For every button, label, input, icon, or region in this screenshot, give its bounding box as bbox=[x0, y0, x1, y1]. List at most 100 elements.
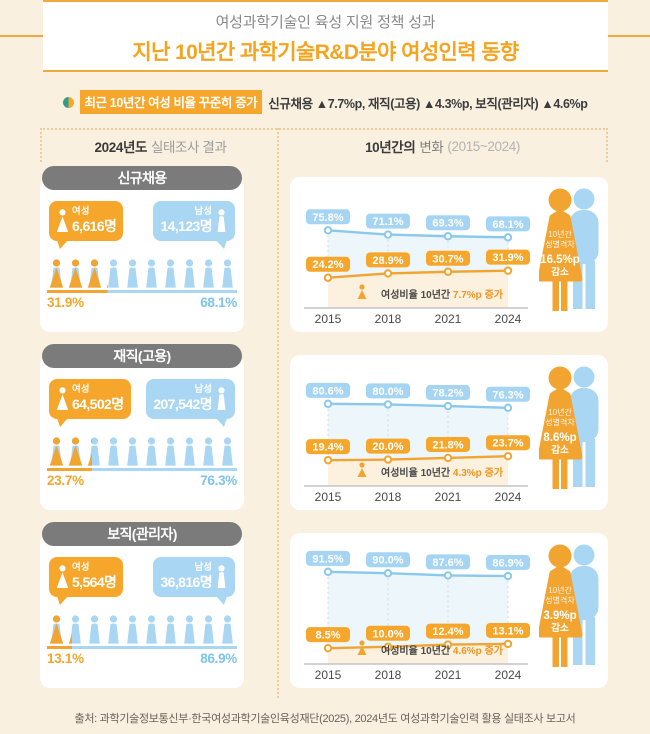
svg-text:69.3%: 69.3% bbox=[432, 218, 463, 230]
svg-text:감소: 감소 bbox=[551, 266, 569, 278]
female-count-bubble: 여성 6,616명 bbox=[49, 201, 124, 249]
female-label: 여성 bbox=[72, 562, 90, 574]
column-header-2024-rest: 실태조사 결과 bbox=[151, 140, 227, 155]
svg-text:13.1%: 13.1% bbox=[492, 625, 523, 637]
svg-text:2021: 2021 bbox=[435, 668, 462, 682]
svg-text:2015: 2015 bbox=[315, 312, 342, 326]
page-title: 지난 10년간 과학기술R&D분야 여성인력 동향 bbox=[132, 41, 519, 64]
section-label: 재직(고용) bbox=[113, 348, 171, 364]
section-label: 신규채용 bbox=[117, 170, 167, 186]
section-employment: 재직(고용) 여성 64,502명 남성 207,542명 bbox=[40, 344, 608, 522]
svg-text:2024: 2024 bbox=[495, 490, 522, 504]
male-person-icon bbox=[215, 387, 228, 411]
male-count: 36,816명 bbox=[160, 574, 212, 591]
male-label: 남성 bbox=[194, 206, 212, 218]
section-label: 보직(관리자) bbox=[107, 526, 177, 542]
bubble-tail bbox=[216, 418, 227, 427]
svg-text:10년간: 10년간 bbox=[548, 407, 572, 417]
svg-text:28.9%: 28.9% bbox=[372, 255, 403, 267]
ratio-bar bbox=[47, 290, 237, 293]
source-note: 출처: 과학기술정보통신부·한국여성과학기술인육성재단(2025), 2024년… bbox=[74, 713, 576, 725]
female-person-icon bbox=[56, 387, 69, 411]
bubble-tail bbox=[57, 596, 68, 605]
sections: 신규채용 여성 6,616명 남성 14,123명 bbox=[40, 166, 608, 700]
svg-text:감소: 감소 bbox=[551, 444, 569, 456]
svg-text:2018: 2018 bbox=[375, 668, 402, 682]
column-header-10yr-mid: 변화 bbox=[419, 140, 444, 155]
column-header-2024-bold: 2024년도 bbox=[94, 140, 148, 155]
summary-text: 신규채용 ▲7.7%p, 재직(고용) ▲4.3%p, 보직(관리자) ▲4.6… bbox=[268, 96, 588, 111]
male-count: 14,123명 bbox=[160, 218, 212, 235]
svg-text:12.4%: 12.4% bbox=[432, 626, 463, 638]
trend-panel: 75.8% 71.1% 69.3% 68.1% 24.2% 28.9% 30.7% 31.9%… bbox=[290, 177, 608, 332]
female-count: 6,616명 bbox=[72, 218, 117, 235]
svg-text:19.4%: 19.4% bbox=[312, 442, 343, 454]
female-label: 여성 bbox=[72, 206, 90, 218]
bubble-tail bbox=[216, 240, 227, 249]
svg-text:2018: 2018 bbox=[375, 312, 402, 326]
male-percent: 86.9% bbox=[200, 650, 237, 666]
female-percent: 31.9% bbox=[47, 294, 84, 310]
svg-text:2015: 2015 bbox=[315, 490, 342, 504]
svg-text:16.5%p: 16.5%p bbox=[540, 254, 580, 266]
two-tone-dot-icon bbox=[62, 96, 74, 108]
svg-text:2015: 2015 bbox=[315, 668, 342, 682]
svg-text:31.9%: 31.9% bbox=[492, 252, 523, 264]
column-headers: 2024년도 실태조사 결과 10년간의 변화 (2015~2024) bbox=[40, 128, 608, 162]
bubble-tail bbox=[216, 596, 227, 605]
svg-text:10년간: 10년간 bbox=[548, 229, 572, 239]
male-label: 남성 bbox=[194, 384, 212, 396]
svg-text:2018: 2018 bbox=[375, 490, 402, 504]
svg-text:성별격차: 성별격차 bbox=[545, 417, 575, 427]
svg-text:71.1%: 71.1% bbox=[372, 216, 403, 228]
section-new-hires: 신규채용 여성 6,616명 남성 14,123명 bbox=[40, 166, 608, 344]
male-label: 남성 bbox=[194, 562, 212, 574]
svg-text:8.5%: 8.5% bbox=[315, 630, 340, 642]
female-label: 여성 bbox=[72, 384, 90, 396]
svg-text:여성비율 10년간 7.7%p 증가: 여성비율 10년간 7.7%p 증가 bbox=[381, 288, 504, 301]
svg-text:10.0%: 10.0% bbox=[372, 628, 403, 640]
female-count-bubble: 여성 5,564명 bbox=[49, 557, 124, 605]
svg-text:24.2%: 24.2% bbox=[312, 259, 343, 271]
male-person-icon bbox=[215, 565, 228, 589]
female-person-icon bbox=[56, 209, 69, 233]
svg-text:91.5%: 91.5% bbox=[312, 553, 343, 565]
trend-line-chart: 91.5% 90.0% 87.6% 86.9% 8.5% 10.0% 12.4% 13.1% 2… bbox=[304, 550, 530, 682]
male-count-bubble: 남성 207,542명 bbox=[146, 379, 235, 427]
female-percent: 23.7% bbox=[47, 472, 84, 488]
male-count-bubble: 남성 36,816명 bbox=[153, 557, 235, 605]
column-header-10yr: 10년간의 변화 (2015~2024) bbox=[279, 130, 606, 162]
male-percent: 76.3% bbox=[200, 472, 237, 488]
column-header-10yr-range: (2015~2024) bbox=[447, 138, 520, 154]
svg-text:2024: 2024 bbox=[495, 668, 522, 682]
column-header-2024: 2024년도 실태조사 결과 bbox=[42, 130, 279, 162]
trend-panel: 91.5% 90.0% 87.6% 86.9% 8.5% 10.0% 12.4% 13.1% 2… bbox=[290, 533, 608, 688]
svg-text:30.7%: 30.7% bbox=[432, 253, 463, 265]
female-person-icon bbox=[56, 565, 69, 589]
population-pictogram: 13.1% 86.9% bbox=[47, 615, 237, 666]
male-person-icon bbox=[215, 209, 228, 233]
female-count: 5,564명 bbox=[72, 574, 117, 591]
population-pictogram: 31.9% 68.1% bbox=[47, 259, 237, 310]
svg-text:3.9%p: 3.9%p bbox=[543, 610, 576, 622]
summary-badge: 최근 10년간 여성 비율 꾸준히 증가 bbox=[79, 90, 263, 114]
female-count: 64,502명 bbox=[72, 396, 124, 413]
svg-text:86.9%: 86.9% bbox=[492, 558, 523, 570]
count-bubbles: 여성 64,502명 남성 207,542명 bbox=[49, 379, 235, 427]
count-bubbles: 여성 5,564명 남성 36,816명 bbox=[49, 557, 235, 605]
title-band: 여성과학기술인 육성 지원 정책 성과 지난 10년간 과학기술R&D분야 여성… bbox=[43, 0, 608, 72]
trend-line-chart: 80.6% 80.0% 78.2% 76.3% 19.4% 20.0% 21.8% 23.7%… bbox=[304, 382, 530, 504]
snapshot-panel: 여성 5,564명 남성 36,816명 bbox=[40, 533, 244, 688]
ratio-bar bbox=[47, 468, 237, 471]
svg-text:성별격차: 성별격차 bbox=[545, 595, 575, 605]
bubble-tail bbox=[57, 240, 68, 249]
female-count-bubble: 여성 64,502명 bbox=[49, 379, 131, 427]
key-summary: 최근 10년간 여성 비율 꾸준히 증가 신규채용 ▲7.7%p, 재직(고용)… bbox=[0, 90, 650, 114]
ratio-bar bbox=[47, 646, 237, 649]
content-grid: 2024년도 실태조사 결과 10년간의 변화 (2015~2024) 신규채용… bbox=[40, 128, 608, 700]
bubble-tail bbox=[57, 418, 68, 427]
svg-text:성별격차: 성별격차 bbox=[545, 239, 575, 249]
population-pictogram: 23.7% 76.3% bbox=[47, 437, 237, 488]
count-bubbles: 여성 6,616명 남성 14,123명 bbox=[49, 201, 235, 249]
